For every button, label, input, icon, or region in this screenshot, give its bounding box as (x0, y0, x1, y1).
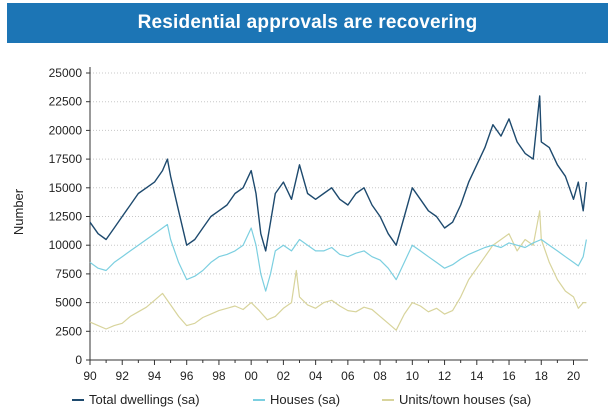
y-tick-label: 17500 (49, 152, 83, 166)
y-tick-label: 5000 (55, 296, 82, 310)
y-tick-label: 22500 (49, 95, 83, 109)
chart-title: Residential approvals are recovering (7, 3, 608, 43)
x-tick-label: 16 (502, 369, 516, 383)
x-tick-label: 10 (406, 369, 420, 383)
legend-item-units: Units/town houses (sa) (382, 392, 531, 407)
x-tick-label: 18 (535, 369, 549, 383)
x-tick-label: 98 (212, 369, 226, 383)
y-tick-label: 15000 (49, 181, 83, 195)
x-tick-label: 02 (277, 369, 291, 383)
legend-item-total: Total dwellings (sa) (72, 392, 200, 407)
legend-swatch-houses (253, 398, 265, 401)
legend: Total dwellings (sa) Houses (sa) Units/t… (70, 392, 610, 412)
series-line-houses (89, 223, 587, 292)
legend-swatch-units (382, 398, 394, 401)
y-tick-label: 25000 (49, 66, 83, 80)
series-line-units (89, 210, 587, 331)
x-tick-label: 92 (116, 369, 130, 383)
series-lines (89, 95, 588, 331)
legend-label-houses: Houses (sa) (270, 392, 341, 407)
y-tick-label: 2500 (55, 324, 82, 338)
grid-lines (90, 72, 588, 332)
legend-label-units: Units/town houses (sa) (399, 392, 532, 407)
legend-item-houses: Houses (sa) (253, 392, 340, 407)
x-tick-label: 14 (470, 369, 484, 383)
y-tick-label: 12500 (49, 210, 83, 224)
legend-swatch-total (72, 398, 84, 401)
x-tick-label: 08 (373, 369, 387, 383)
x-tick-label: 90 (83, 369, 97, 383)
y-tick-label: 0 (75, 353, 82, 367)
x-tick-label: 20 (567, 369, 581, 383)
y-axis-label: Number (11, 188, 26, 235)
x-tick-label: 04 (309, 369, 323, 383)
y-tick-label: 7500 (55, 267, 82, 281)
y-tick-label: 20000 (49, 123, 83, 137)
axes: 0250050007500100001250015000175002000022… (49, 66, 588, 383)
x-tick-label: 94 (148, 369, 162, 383)
x-tick-label: 00 (244, 369, 258, 383)
legend-label-total: Total dwellings (sa) (89, 392, 200, 407)
y-tick-label: 10000 (49, 238, 83, 252)
x-tick-label: 96 (180, 369, 194, 383)
x-tick-label: 12 (438, 369, 452, 383)
series-line-total (89, 95, 588, 252)
x-tick-label: 06 (341, 369, 355, 383)
